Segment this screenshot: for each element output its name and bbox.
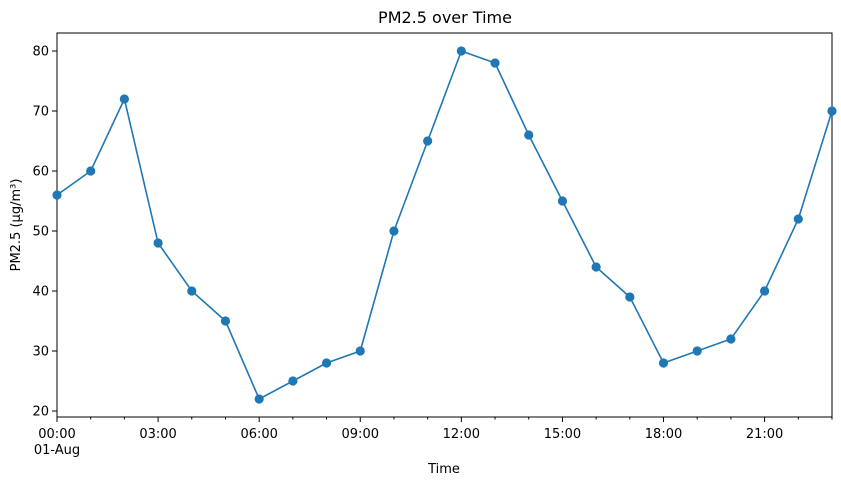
x-date-label: 01-Aug bbox=[34, 443, 80, 458]
x-tick-label: 15:00 bbox=[544, 427, 581, 442]
data-point bbox=[827, 106, 837, 116]
data-point bbox=[321, 358, 332, 368]
y-tick-label: 50 bbox=[32, 225, 49, 240]
data-point bbox=[625, 292, 635, 302]
plot-frame bbox=[56, 32, 833, 418]
series-line bbox=[56, 49, 833, 401]
data-point bbox=[692, 346, 702, 356]
data-point bbox=[490, 58, 500, 68]
data-point bbox=[557, 196, 568, 206]
x-tick-label: 06:00 bbox=[240, 427, 277, 442]
data-point bbox=[86, 166, 96, 176]
data-point bbox=[793, 214, 803, 224]
y-tick-label: 30 bbox=[32, 345, 49, 360]
data-point bbox=[119, 94, 129, 104]
x-tick-label: 18:00 bbox=[645, 427, 682, 442]
y-tick-label: 40 bbox=[32, 285, 49, 300]
x-tick-label: 12:00 bbox=[443, 427, 480, 442]
x-tick-label: 03:00 bbox=[139, 427, 176, 442]
data-point bbox=[591, 262, 601, 272]
x-tick-label: 09:00 bbox=[342, 427, 379, 442]
y-tick-label: 20 bbox=[32, 405, 49, 420]
data-point bbox=[658, 358, 669, 368]
data-point bbox=[524, 130, 534, 140]
data-point bbox=[52, 190, 62, 200]
y-tick-label: 70 bbox=[32, 105, 49, 120]
data-point bbox=[456, 46, 466, 56]
y-tick-label: 60 bbox=[32, 165, 49, 180]
data-point bbox=[726, 334, 736, 344]
y-tick-label: 80 bbox=[32, 45, 49, 60]
data-point bbox=[187, 286, 197, 296]
x-axis: 00:00 03:00 06:00 09:00 12:00 15:00 18:00 21:00… bbox=[34, 417, 833, 458]
y-axis-label: PM2.5 (µg/m³) bbox=[9, 179, 24, 272]
data-point bbox=[423, 136, 433, 146]
data-point bbox=[288, 376, 298, 386]
x-tick-label: 00:00 bbox=[38, 427, 75, 442]
data-point bbox=[760, 286, 770, 296]
data-point bbox=[220, 316, 231, 326]
data-point bbox=[153, 238, 163, 248]
plot-area bbox=[56, 32, 833, 418]
data-point bbox=[254, 394, 264, 404]
y-axis: 20 30 40 50 60 70 80 bbox=[32, 45, 57, 420]
data-point bbox=[389, 226, 399, 236]
series-layer bbox=[52, 46, 837, 404]
x-tick-label: 21:00 bbox=[746, 427, 783, 442]
x-axis-label: Time bbox=[427, 462, 460, 477]
chart-title: PM2.5 over Time bbox=[378, 8, 512, 27]
data-point bbox=[355, 346, 365, 356]
